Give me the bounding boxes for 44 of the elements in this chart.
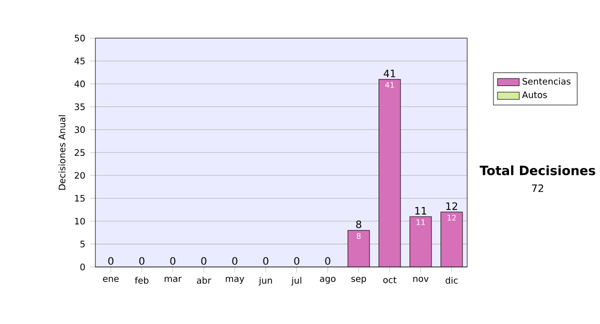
total-label: 8 bbox=[356, 220, 362, 228]
x-tick-label: feb bbox=[134, 276, 148, 284]
total-label: 0 bbox=[263, 257, 268, 265]
total-label: 0 bbox=[201, 257, 206, 265]
bar bbox=[348, 230, 370, 267]
legend-label: Sentencias bbox=[522, 78, 570, 85]
x-tick-label: sep bbox=[351, 276, 366, 284]
y-tick-label: 0 bbox=[80, 264, 85, 270]
y-tick-label: 10 bbox=[75, 218, 85, 224]
total-label: 11 bbox=[415, 206, 426, 214]
total-label: 12 bbox=[446, 202, 458, 210]
y-tick-label: 5 bbox=[80, 240, 85, 248]
y-tick-label: 35 bbox=[74, 103, 85, 110]
total-label: 0 bbox=[170, 257, 176, 265]
x-tick-label: oct bbox=[383, 276, 396, 284]
y-tick-label: 20 bbox=[74, 172, 85, 179]
x-tick-label: ago bbox=[320, 276, 336, 284]
y-tick-label: 30 bbox=[74, 126, 85, 133]
x-tick-label: jul bbox=[291, 276, 302, 286]
x-tick-label: abr bbox=[196, 276, 212, 284]
bar bbox=[440, 212, 463, 267]
bar bbox=[410, 216, 432, 267]
total-label: 0 bbox=[294, 257, 300, 265]
x-tick-label: ene bbox=[103, 276, 119, 282]
x-tick-label: may bbox=[226, 276, 244, 284]
total-label: 0 bbox=[232, 257, 238, 265]
y-axis-title: Decisiones Anual bbox=[58, 115, 66, 190]
y-tick-label: 45 bbox=[74, 58, 85, 64]
legend-label: Autos bbox=[522, 92, 547, 98]
bar bbox=[378, 79, 401, 267]
total-label: 0 bbox=[139, 257, 144, 265]
y-tick-label: 25 bbox=[74, 149, 85, 156]
total-label: 0 bbox=[325, 257, 330, 265]
total-label: 41 bbox=[384, 70, 396, 78]
text: Total Decisiones bbox=[480, 165, 596, 176]
y-tick-label: 15 bbox=[75, 194, 85, 202]
text: 72 bbox=[532, 184, 544, 192]
y-tick-label: 50 bbox=[74, 34, 85, 42]
y-tick-label: 40 bbox=[74, 80, 85, 88]
x-tick-label: jun bbox=[258, 276, 272, 286]
x-tick-label: dic bbox=[446, 276, 458, 284]
total-label: 0 bbox=[108, 257, 114, 265]
x-tick-label: mar bbox=[164, 276, 182, 282]
x-tick-label: nov bbox=[413, 276, 429, 282]
